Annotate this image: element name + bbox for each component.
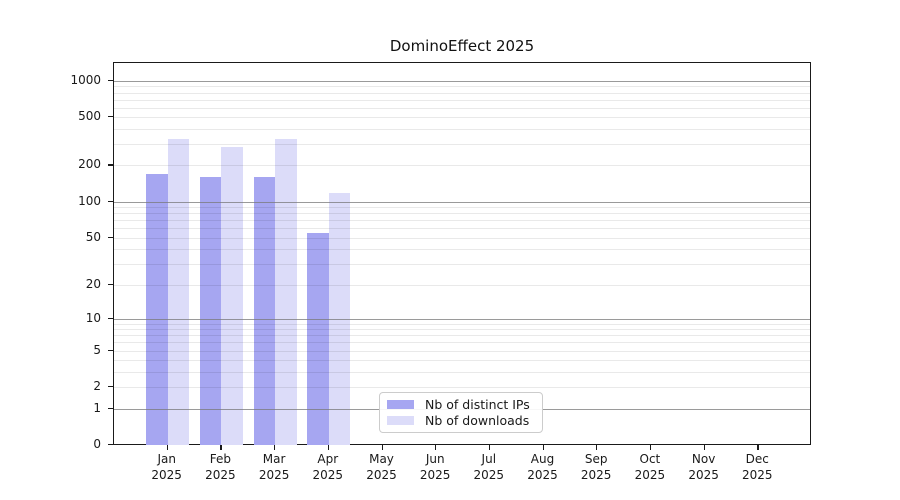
legend-label-distinct-ips: Nb of distinct IPs [425,396,530,412]
y-tick-mark-5 [108,349,113,351]
y-gridline-minor-5 [114,350,810,352]
x-tick-label-jan: Jan 2025 [151,452,182,482]
x-tick-label-nov: Nov 2025 [688,452,719,482]
y-tick-label-20: 20 [85,276,101,291]
y-gridline-minor-20 [114,284,810,286]
x-tick-label-feb: Feb 2025 [205,452,236,482]
x-tick-label-mar: Mar 2025 [258,452,290,482]
y-gridline-minor-300 [114,144,810,146]
y-gridline-minor-900 [114,86,810,88]
x-tick-mark-jul [488,445,491,450]
x-tick-label-dec: Dec 2025 [742,452,773,482]
x-tick-mark-aug [542,445,544,450]
bar-nb-of-downloads-mar [275,139,297,445]
y-tick-mark-200 [108,164,113,166]
x-tick-label-jun: Jun 2025 [419,452,451,482]
bar-nb-of-distinct-ips-feb [199,177,222,445]
y-tick-mark-2 [108,386,113,388]
plot-area [113,62,811,445]
y-tick-label-1: 1 [93,400,101,415]
y-gridline-minor-90 [114,207,810,209]
y-gridline-minor-800 [114,92,810,94]
y-gridline-minor-60 [114,228,810,230]
y-gridline-minor-8 [114,329,810,331]
x-tick-mark-nov [703,445,705,450]
y-gridline-minor-70 [114,220,810,222]
y-gridline-minor-500 [114,117,810,119]
legend-label-downloads: Nb of downloads [425,413,530,429]
legend-item-downloads: Nb of downloads [387,413,535,428]
y-gridline-major-100 [114,201,810,203]
y-gridline-minor-3 [114,371,810,373]
y-tick-label-10: 10 [85,310,101,325]
bar-nb-of-distinct-ips-jan [146,173,168,445]
x-tick-mark-mar [274,445,276,450]
x-tick-mark-jan [166,445,168,450]
y-gridline-major-1000 [114,80,810,82]
y-tick-mark-100 [108,200,113,202]
bar-nb-of-downloads-feb [221,146,243,445]
x-tick-mark-jun [435,445,437,450]
y-tick-mark-50 [108,236,113,238]
x-tick-label-oct: Oct 2025 [634,452,666,482]
y-tick-mark-500 [108,116,113,118]
x-tick-label-jul: Jul 2025 [473,452,505,482]
y-gridline-minor-80 [114,213,810,215]
y-gridline-minor-9 [114,323,810,325]
y-gridline-minor-600 [114,107,810,109]
y-gridline-minor-4 [114,360,810,362]
y-gridline-minor-30 [114,263,810,265]
y-tick-label-2: 2 [93,379,101,394]
x-tick-mark-sep [596,445,598,450]
y-tick-label-200: 200 [78,157,101,172]
bar-nb-of-distinct-ips-apr [307,232,329,445]
y-gridline-minor-50 [114,237,810,239]
legend-swatch-distinct-ips [387,399,414,409]
bar-nb-of-downloads-jan [167,139,190,445]
x-tick-mark-dec [757,445,759,450]
x-tick-label-may: May 2025 [366,452,397,482]
x-tick-mark-feb [220,445,222,450]
y-tick-mark-20 [108,283,113,285]
x-tick-mark-apr [327,445,330,450]
gridlines-layer [114,63,810,444]
x-tick-label-sep: Sep 2025 [580,452,612,482]
y-gridline-minor-200 [114,165,810,167]
y-tick-mark-1 [108,407,113,409]
y-gridline-minor-7 [114,335,810,337]
y-gridline-minor-40 [114,249,810,251]
y-tick-mark-10 [108,317,113,319]
x-tick-label-aug: Aug 2025 [527,452,558,482]
y-tick-label-100: 100 [78,193,101,208]
legend-item-distinct-ips: Nb of distinct IPs [387,397,535,412]
y-tick-mark-1000 [108,79,113,81]
legend-swatch-downloads [387,416,414,426]
y-tick-label-1000: 1000 [70,72,101,87]
legend: Nb of distinct IPs Nb of downloads [379,392,543,433]
y-tick-mark-0 [108,444,113,446]
x-tick-label-apr: Apr 2025 [312,452,344,482]
y-tick-label-0: 0 [93,437,101,451]
y-gridline-major-10 [114,318,810,320]
y-gridline-minor-700 [114,99,810,101]
bar-nb-of-distinct-ips-mar [253,177,276,445]
bars-layer [114,63,810,445]
y-gridline-minor-2 [114,387,810,389]
y-tick-label-500: 500 [78,109,101,124]
y-tick-label-50: 50 [85,229,101,244]
x-tick-mark-may [381,445,383,450]
y-tick-label-5: 5 [93,342,101,357]
x-tick-mark-oct [649,445,652,450]
y-gridline-minor-400 [114,129,810,130]
y-gridline-minor-6 [114,342,810,344]
chart-title: DominoEffect 2025 [389,37,535,55]
